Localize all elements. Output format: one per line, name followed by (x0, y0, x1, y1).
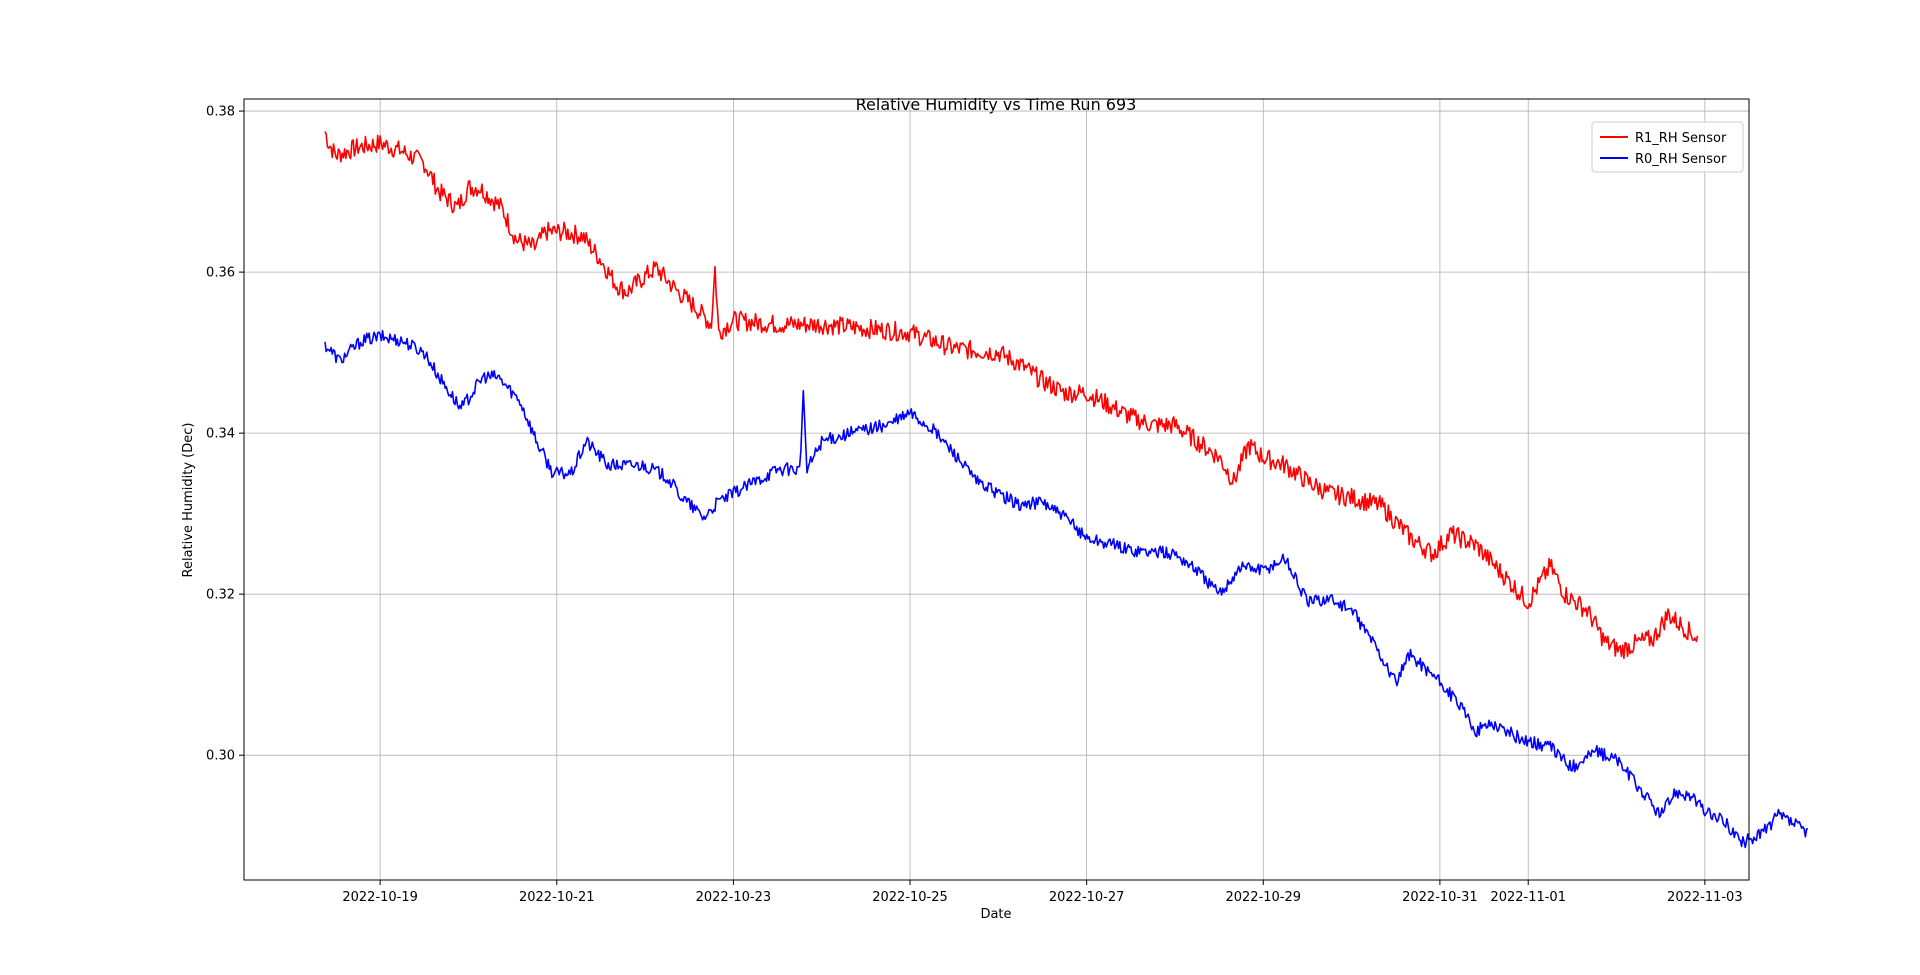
legend: R1_RH Sensor R0_RH Sensor (1591, 121, 1744, 173)
y-axis-label: Relative Humidity (Dec) (181, 423, 196, 578)
series-line-0 (324, 131, 1699, 660)
x-tick-label: 2022-10-21 (519, 890, 595, 905)
x-tick-label: 2022-11-01 (1490, 890, 1566, 905)
legend-entry: R1_RH Sensor (1635, 131, 1727, 146)
y-tick-label: 0.32 (206, 588, 235, 603)
x-axis-ticks: 2022-10-19 2022-10-21 2022-10-23 2022-10-25… (342, 880, 1743, 905)
x-tick-label: 2022-11-03 (1667, 890, 1743, 905)
grid (244, 99, 1749, 880)
plot-frame (243, 98, 1750, 881)
y-tick-label: 0.30 (206, 749, 235, 764)
y-axis-ticks: 0.30 0.32 0.34 0.36 0.38 (206, 105, 244, 764)
y-tick-label: 0.38 (206, 105, 235, 120)
y-tick-label: 0.34 (206, 427, 235, 442)
legend-box (1591, 121, 1744, 173)
series-lines (324, 131, 1809, 849)
series-line-1 (324, 329, 1809, 849)
legend-entry: R0_RH Sensor (1635, 152, 1727, 167)
y-tick-label: 0.36 (206, 266, 235, 281)
x-tick-label: 2022-10-19 (342, 890, 418, 905)
x-tick-label: 2022-10-23 (696, 890, 772, 905)
x-tick-label: 2022-10-31 (1402, 890, 1478, 905)
x-tick-label: 2022-10-27 (1049, 890, 1125, 905)
chart-title: Relative Humidity vs Time Run 693 (856, 95, 1137, 114)
x-axis-label: Date (980, 907, 1011, 922)
x-tick-label: 2022-10-25 (872, 890, 948, 905)
x-tick-label: 2022-10-29 (1225, 890, 1301, 905)
